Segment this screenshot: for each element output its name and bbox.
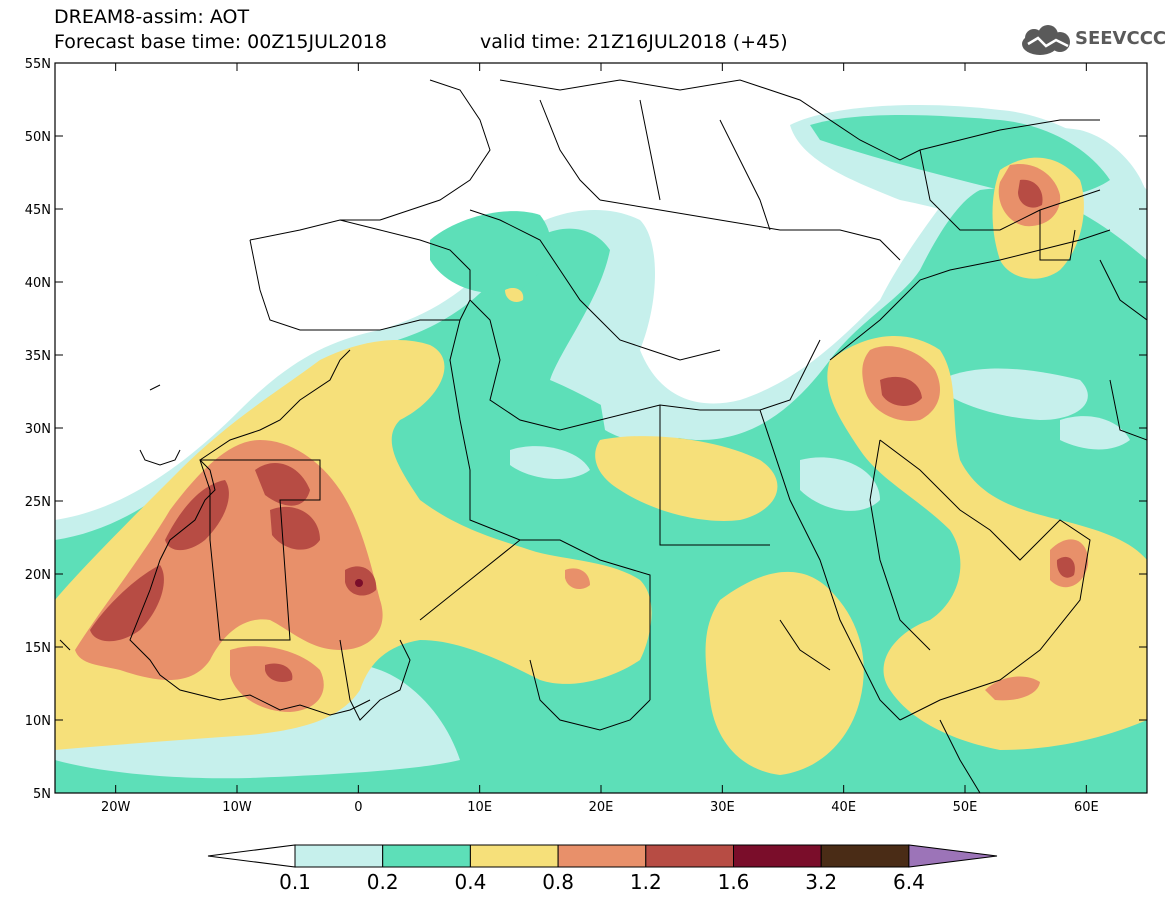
colorbar-label: 1.6: [717, 870, 750, 894]
colorbar-segment: [294, 844, 384, 868]
lat-label: 20N: [25, 568, 51, 583]
colorbar-label: 0.8: [542, 870, 574, 894]
lat-label: 45N: [25, 203, 51, 218]
lat-label: 15N: [25, 641, 51, 656]
lat-label: 35N: [25, 349, 51, 364]
lon-label: 40E: [831, 800, 856, 815]
colorbar-segment: [557, 844, 647, 868]
lon-label: 50E: [953, 800, 978, 815]
colorbar-low-triangle: [207, 844, 296, 868]
colorbar-segment: [469, 844, 559, 868]
lat-label: 40N: [25, 276, 51, 291]
colorbar-segment: [645, 844, 734, 868]
colorbar-label: 0.1: [279, 870, 311, 894]
title-line-1: DREAM8-assim: AOT: [54, 6, 250, 28]
lon-label: 60E: [1074, 800, 1099, 815]
colorbar-high-triangle: [908, 844, 998, 868]
colorbar-label: 0.2: [366, 870, 399, 894]
lon-label: 10E: [467, 800, 492, 815]
colorbar-segment: [733, 844, 822, 868]
colorbar: [207, 844, 998, 868]
colorbar-label: 6.4: [892, 870, 925, 894]
aot-band-1-2: [90, 179, 1075, 682]
lon-label: 30E: [710, 800, 735, 815]
coastlines: [59, 79, 1147, 793]
axis-ticks: 55N 50N 45N 40N 35N 30N 25N 20N 15N 10N 5N 20W 10W 0 1…: [25, 57, 1147, 815]
title-line-2: Forecast base time: 00Z15JUL2018: [54, 31, 387, 53]
lat-label: 10N: [25, 714, 51, 729]
colorbar-segment: [382, 844, 471, 868]
lat-label: 5N: [33, 787, 51, 802]
lon-label: 20W: [101, 800, 131, 815]
colorbar-segment: [820, 844, 910, 868]
logo-text: SEEVCCC: [1075, 28, 1165, 49]
aot-band-1-6: [355, 579, 363, 587]
lon-label: 0: [354, 800, 362, 815]
colorbar-label: 0.4: [454, 870, 487, 894]
cloud-icon: [1022, 25, 1070, 55]
lat-label: 25N: [25, 495, 51, 510]
colorbar-label: 3.2: [805, 870, 838, 894]
lon-label: 20E: [589, 800, 614, 815]
lat-label: 55N: [25, 57, 51, 72]
lat-label: 50N: [25, 130, 51, 145]
colorbar-label: 1.2: [629, 870, 662, 894]
lat-label: 30N: [25, 422, 51, 437]
lon-label: 10W: [222, 800, 252, 815]
valid-time: valid time: 21Z16JUL2018 (+45): [480, 31, 788, 53]
